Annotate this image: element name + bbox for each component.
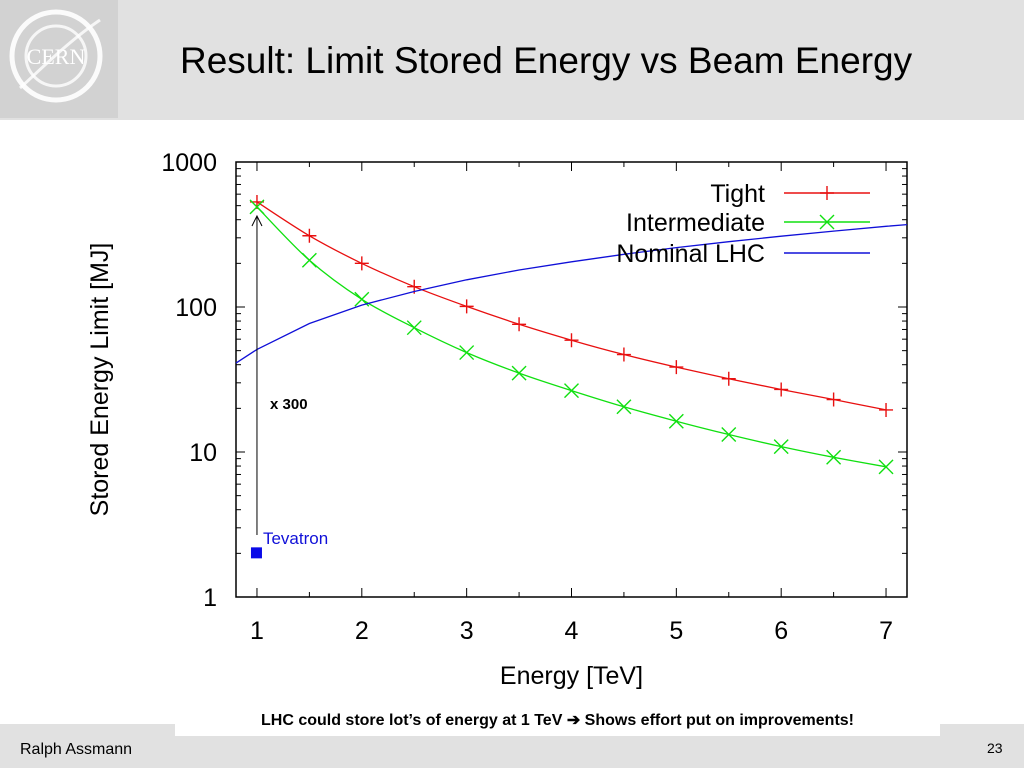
data-point-marker bbox=[564, 333, 579, 348]
x300-label: x 300 bbox=[270, 396, 308, 413]
data-point-marker bbox=[820, 186, 834, 200]
cern-logo: CERN bbox=[0, 0, 118, 118]
cern-logo-text: CERN bbox=[27, 44, 86, 69]
data-point-marker bbox=[616, 399, 632, 415]
y-tick-label: 1000 bbox=[161, 149, 217, 177]
plot-series bbox=[235, 194, 908, 475]
chart-annotations: Tevatron x 300 bbox=[250, 214, 328, 559]
series-line bbox=[256, 201, 887, 411]
series-tight bbox=[249, 194, 894, 417]
slide-header: CERN Result: Limit Stored Energy vs Beam… bbox=[0, 0, 1024, 120]
y-tick-label: 10 bbox=[189, 439, 217, 467]
x-tick-label: 3 bbox=[460, 617, 474, 645]
x-tick-label: 1 bbox=[250, 617, 264, 645]
data-point-marker bbox=[721, 371, 736, 386]
data-point-marker bbox=[564, 383, 579, 399]
x-axis-label: Energy [TeV] bbox=[500, 662, 643, 690]
data-point-marker bbox=[511, 365, 527, 381]
x-tick-label: 5 bbox=[669, 617, 683, 645]
data-point-marker bbox=[459, 299, 474, 314]
slide-caption: LHC could store lot’s of energy at 1 TeV… bbox=[175, 706, 940, 736]
series-intermediate bbox=[249, 199, 894, 475]
data-point-marker bbox=[774, 382, 789, 397]
data-point-marker bbox=[879, 402, 894, 417]
data-point-marker bbox=[819, 214, 835, 230]
data-point-marker bbox=[826, 392, 841, 407]
axis-ticks: 1 2 3 4 5 6 7 1 10 100 1000 bbox=[161, 149, 907, 645]
y-tick-label: 100 bbox=[175, 294, 217, 322]
plot-frame bbox=[235, 161, 908, 598]
page-number: 23 bbox=[987, 740, 1003, 756]
data-point-marker bbox=[302, 228, 317, 243]
tevatron-label: Tevatron bbox=[263, 529, 328, 548]
data-point-marker bbox=[616, 347, 631, 362]
data-point-marker bbox=[669, 360, 684, 375]
data-point-marker bbox=[249, 199, 265, 215]
data-point-marker bbox=[459, 345, 475, 361]
y-axis-label: Stored Energy Limit [MJ] bbox=[86, 243, 114, 517]
page-title: Result: Limit Stored Energy vs Beam Ener… bbox=[180, 40, 913, 81]
stored-energy-chart: Energy [TeV] Stored Energy Limit [MJ] 1 2 3… bbox=[86, 149, 908, 690]
legend-label: Intermediate bbox=[626, 209, 765, 237]
legend-label: Nominal LHC bbox=[616, 240, 765, 268]
data-point-marker bbox=[878, 459, 894, 475]
x-tick-label: 7 bbox=[879, 617, 893, 645]
series-line bbox=[235, 223, 908, 364]
series-nominal-lhc bbox=[235, 223, 908, 364]
x-tick-label: 4 bbox=[565, 617, 579, 645]
x300-arrowhead bbox=[251, 214, 263, 227]
data-point-marker bbox=[668, 413, 684, 429]
x-tick-label: 2 bbox=[355, 617, 369, 645]
data-point-marker bbox=[512, 317, 527, 332]
tevatron-point bbox=[250, 547, 262, 559]
y-tick-label: 1 bbox=[203, 584, 217, 612]
legend-label: Tight bbox=[710, 180, 765, 208]
data-point-marker bbox=[773, 439, 789, 455]
author-name: Ralph Assmann bbox=[20, 741, 133, 758]
data-point-marker bbox=[354, 256, 369, 271]
x-tick-label: 6 bbox=[774, 617, 788, 645]
data-point-marker bbox=[406, 320, 422, 336]
data-point-marker bbox=[301, 252, 317, 268]
data-point-marker bbox=[826, 449, 842, 465]
data-point-marker bbox=[721, 427, 737, 443]
